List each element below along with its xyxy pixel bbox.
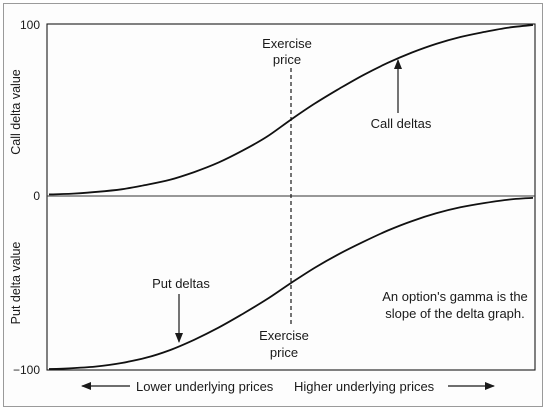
- lower-y-axis-label: Put delta value: [9, 242, 23, 325]
- put-deltas-label: Put deltas: [152, 276, 210, 291]
- y-tick-label-top: 100: [20, 18, 40, 32]
- y-tick-label-bottom: −100: [13, 363, 40, 377]
- call-delta-curve: [48, 24, 534, 196]
- exercise-price-label-top-line2: price: [273, 52, 301, 67]
- higher-prices-caption: Higher underlying prices: [294, 379, 435, 394]
- gamma-note-line2: slope of the delta graph.: [385, 306, 525, 321]
- plot-area: [46, 23, 536, 371]
- chart-frame: [3, 3, 543, 407]
- upper-y-axis-label: Call delta value: [9, 69, 23, 155]
- exercise-price-label-bottom-line2: price: [270, 345, 298, 360]
- lower-prices-caption: Lower underlying prices: [136, 379, 274, 394]
- put-delta-curve: [48, 197, 534, 370]
- call-deltas-label: Call deltas: [371, 116, 432, 131]
- exercise-price-label-top-line1: Exercise: [262, 36, 312, 51]
- y-tick-label-zero: 0: [33, 189, 40, 203]
- exercise-price-label-bottom-line1: Exercise: [259, 328, 309, 343]
- gamma-note-line1: An option's gamma is the: [382, 289, 528, 304]
